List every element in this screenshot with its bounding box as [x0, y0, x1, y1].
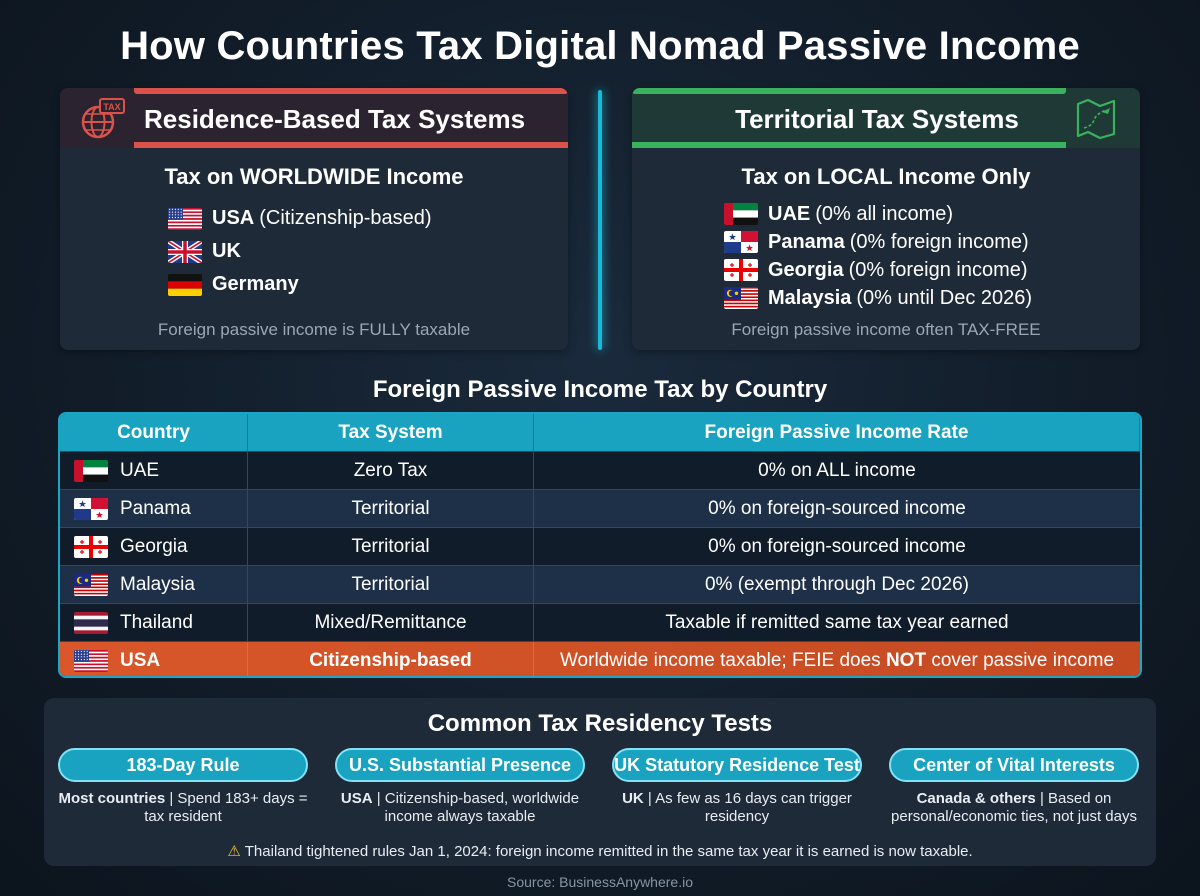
residence-country-germany: Germany — [168, 268, 432, 301]
residence-country-list: USA (Citizenship-based) UK Germany — [168, 202, 432, 301]
country-name: Panama — [768, 230, 845, 253]
flag-ge-icon — [74, 535, 108, 558]
table-row: Panama Territorial 0% on foreign-sourced i… — [60, 490, 1140, 528]
residency-panel: Common Tax Residency Tests 183-Day Rule M… — [44, 698, 1156, 866]
territorial-panel-title: Territorial Tax Systems — [735, 104, 1019, 134]
thailand-warning: ⚠ Thailand tightened rules Jan 1, 2024: f… — [44, 842, 1156, 860]
cell-tax-system: Territorial — [248, 490, 534, 527]
warning-text: Thailand tightened rules Jan 1, 2024: fo… — [244, 843, 973, 860]
table-row: Malaysia Territorial 0% (exempt through De… — [60, 566, 1140, 604]
country-name: Thailand — [120, 611, 193, 633]
residency-test-pill: Center of Vital Interests — [889, 748, 1139, 782]
territorial-panel-subtitle: Tax on LOCAL Income Only — [741, 164, 1031, 189]
country-note: (0% all income) — [815, 202, 954, 225]
residence-panel-title: Residence-Based Tax Systems — [144, 104, 526, 134]
panel-divider — [598, 90, 602, 350]
cell-rate: 0% (exempt through Dec 2026) — [704, 573, 970, 595]
cell-rate: Taxable if remitted same tax year earned — [665, 611, 1009, 633]
residency-test-pill: 183-Day Rule — [58, 748, 308, 782]
cell-country: Thailand — [60, 604, 248, 641]
cell-tax-system: Territorial — [248, 528, 534, 565]
country-name: USA — [120, 650, 161, 671]
territorial-panel-footnote: Foreign passive income often TAX-FREE — [731, 320, 1041, 339]
header-country: Country — [60, 414, 248, 451]
cell-tax-system: Territorial — [248, 566, 534, 603]
territorial-country-list: UAE (0% all income) Panama (0% foreign inc… — [724, 200, 1032, 312]
flag-us-icon — [168, 207, 202, 230]
cell-country: USA — [60, 642, 248, 676]
page-title: How Countries Tax Digital Nomad Passive … — [120, 24, 1080, 68]
flag-pa-icon — [724, 231, 758, 253]
flag-uk-icon — [168, 240, 202, 263]
residence-panel-header — [60, 88, 568, 148]
cell-country: Georgia — [60, 528, 248, 565]
cell-tax-system: Zero Tax — [248, 452, 534, 489]
territorial-country-georgia: Georgia (0% foreign income) — [724, 256, 1032, 284]
country-name: Georgia — [768, 258, 844, 281]
cell-country: Panama — [60, 490, 248, 527]
flag-my-icon — [724, 287, 758, 309]
residency-test-description: UK | As few as 16 days can trigger resid… — [622, 790, 852, 825]
country-name: UK — [212, 240, 241, 262]
table-row-highlight: USA Citizenship-based Worldwide income tax… — [60, 642, 1140, 676]
residency-test-description: USA | Citizenship-based, worldwide incom… — [340, 790, 580, 825]
flag-ae-icon — [724, 203, 758, 225]
residency-test-pill: UK Statutory Residence Test — [612, 748, 862, 782]
source-credit: Source: BusinessAnywhere.io — [507, 874, 693, 890]
table-row: UAE Zero Tax 0% on ALL income — [60, 452, 1140, 490]
country-name: Germany — [212, 273, 299, 295]
residence-panel-subtitle: Tax on WORLDWIDE Income — [164, 164, 464, 189]
flag-ge-icon — [724, 259, 758, 281]
flag-pa-icon — [74, 497, 108, 520]
flag-ae-icon — [74, 459, 108, 482]
country-name: Malaysia — [768, 286, 852, 309]
territorial-panel: Territorial Tax Systems Tax on LOCAL Inc… — [632, 88, 1140, 350]
cell-country: UAE — [60, 452, 248, 489]
map-plane-icon — [1072, 96, 1120, 142]
flag-th-icon — [74, 611, 108, 634]
warning-icon: ⚠ — [227, 843, 241, 860]
table-title: Foreign Passive Income Tax by Country — [372, 376, 828, 403]
cell-rate: 0% on foreign-sourced income — [708, 535, 966, 557]
cell-country: Malaysia — [60, 566, 248, 603]
territorial-panel-header — [632, 88, 1140, 148]
flag-us-icon — [74, 650, 108, 672]
country-name: Malaysia — [120, 573, 195, 595]
globe-tax-icon: TAX — [78, 96, 126, 142]
residency-title: Common Tax Residency Tests — [427, 710, 773, 737]
residency-test-description: Canada & others | Based on personal/econ… — [891, 790, 1137, 825]
residence-panel: TAX Residence-Based Tax Systems Tax on W… — [60, 88, 568, 350]
cell-rate: Worldwide income taxable; FEIE does NOT … — [559, 650, 1115, 671]
residence-country-usa: USA (Citizenship-based) — [168, 202, 432, 235]
territorial-country-panama: Panama (0% foreign income) — [724, 228, 1032, 256]
residency-test-pill: U.S. Substantial Presence — [335, 748, 585, 782]
tax-tag-text: TAX — [103, 102, 120, 112]
territorial-country-uae: UAE (0% all income) — [724, 200, 1032, 228]
header-tax-system: Tax System — [248, 414, 534, 451]
country-name: Panama — [120, 497, 191, 519]
cell-tax-system: Mixed/Remittance — [248, 604, 534, 641]
cell-tax-system: Citizenship-based — [248, 642, 534, 676]
country-note: (Citizenship-based) — [259, 207, 432, 229]
country-note: (0% until Dec 2026) — [856, 286, 1033, 309]
country-note: (0% foreign income) — [848, 258, 1028, 281]
table-row: Thailand Mixed/Remittance Taxable if remit… — [60, 604, 1140, 642]
residency-test-description: Most countries | Spend 183+ days = tax r… — [58, 790, 308, 825]
country-name: Georgia — [120, 535, 188, 557]
table-header-row: Country Tax System Foreign Passive Incom… — [60, 414, 1140, 452]
residence-panel-footnote: Foreign passive income is FULLY taxable — [157, 320, 471, 339]
cell-rate: 0% on foreign-sourced income — [708, 497, 966, 519]
residence-country-uk: UK — [168, 235, 432, 268]
country-name: UAE — [768, 202, 811, 225]
country-name: UAE — [120, 459, 160, 481]
header-rate: Foreign Passive Income Rate — [534, 414, 1140, 451]
territorial-country-malaysia: Malaysia (0% until Dec 2026) — [724, 284, 1032, 312]
tax-table: Country Tax System Foreign Passive Incom… — [58, 412, 1142, 678]
flag-my-icon — [74, 573, 108, 596]
country-name: USA — [212, 207, 255, 229]
table-row: Georgia Territorial 0% on foreign-sourced … — [60, 528, 1140, 566]
cell-rate: 0% on ALL income — [758, 459, 916, 481]
country-note: (0% foreign income) — [849, 230, 1029, 253]
flag-de-icon — [168, 273, 202, 296]
